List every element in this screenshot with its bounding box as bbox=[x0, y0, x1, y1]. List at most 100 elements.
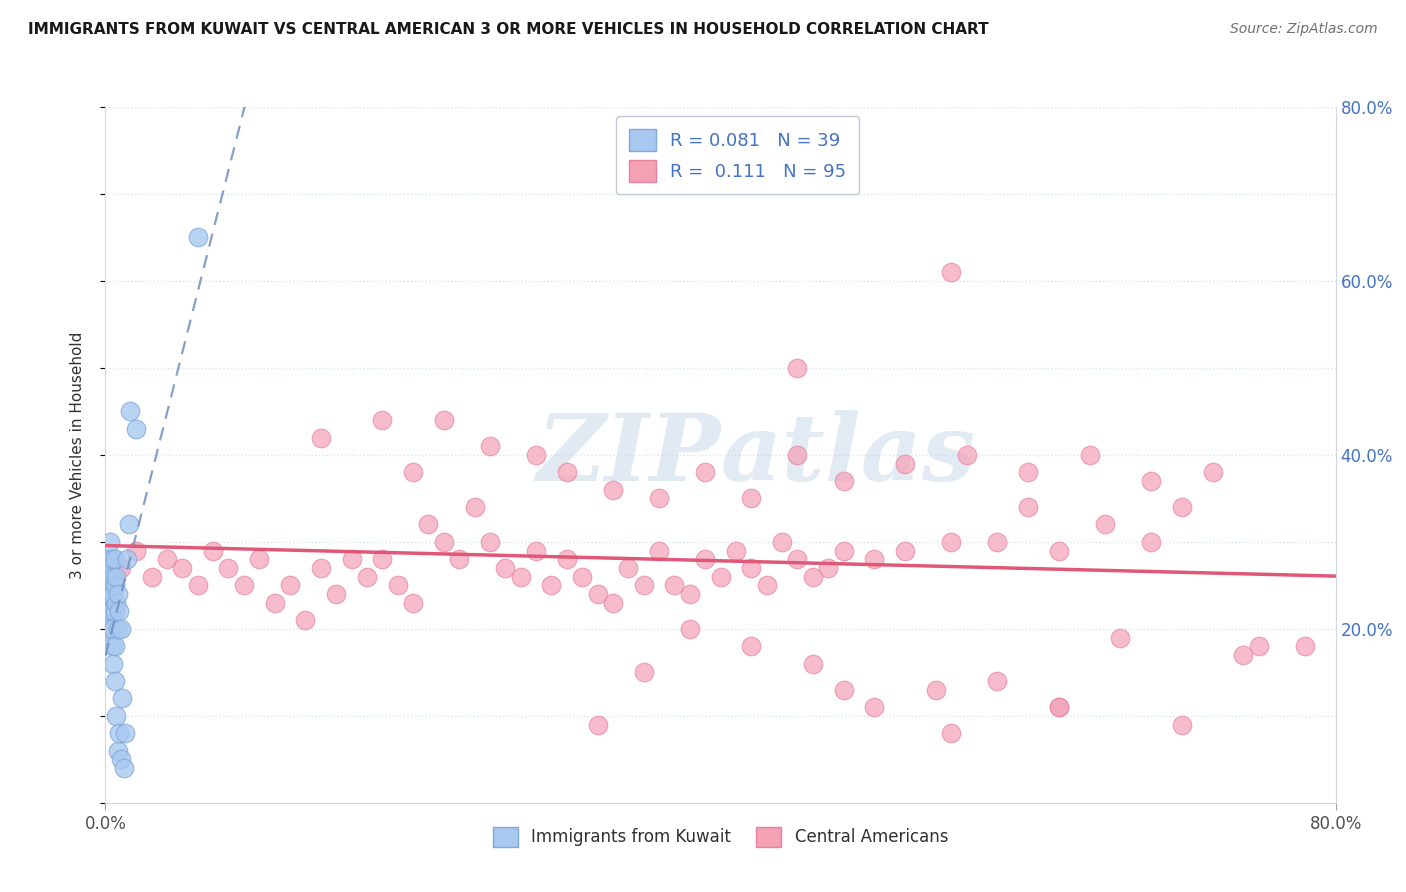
Point bbox=[1171, 500, 1194, 514]
Point bbox=[755, 578, 778, 592]
Point bbox=[105, 708, 128, 723]
Point bbox=[894, 457, 917, 471]
Point bbox=[100, 605, 122, 619]
Point bbox=[112, 761, 135, 775]
Point bbox=[786, 552, 808, 566]
Text: ZIP: ZIP bbox=[536, 410, 721, 500]
Point bbox=[101, 657, 124, 671]
Point bbox=[540, 578, 562, 592]
Point bbox=[1094, 517, 1116, 532]
Point bbox=[478, 439, 501, 453]
Point bbox=[187, 230, 209, 244]
Point bbox=[956, 448, 979, 462]
Point bbox=[1140, 534, 1163, 549]
Point bbox=[555, 552, 578, 566]
Text: atlas: atlas bbox=[721, 410, 976, 500]
Point bbox=[801, 570, 824, 584]
Point bbox=[1017, 500, 1039, 514]
Point bbox=[172, 561, 194, 575]
Point bbox=[371, 413, 394, 427]
Point bbox=[648, 543, 671, 558]
Point bbox=[100, 578, 122, 592]
Point bbox=[1078, 448, 1101, 462]
Point bbox=[232, 578, 254, 592]
Point bbox=[1201, 466, 1223, 480]
Point bbox=[555, 466, 578, 480]
Point bbox=[371, 552, 394, 566]
Point bbox=[894, 543, 917, 558]
Point bbox=[402, 596, 425, 610]
Point bbox=[104, 605, 127, 619]
Point bbox=[110, 752, 132, 766]
Point bbox=[586, 717, 609, 731]
Text: IMMIGRANTS FROM KUWAIT VS CENTRAL AMERICAN 3 OR MORE VEHICLES IN HOUSEHOLD CORRE: IMMIGRANTS FROM KUWAIT VS CENTRAL AMERIC… bbox=[28, 22, 988, 37]
Point bbox=[187, 578, 209, 592]
Point bbox=[509, 570, 531, 584]
Point bbox=[107, 622, 129, 636]
Point bbox=[1047, 700, 1070, 714]
Point bbox=[801, 657, 824, 671]
Point bbox=[294, 613, 316, 627]
Point bbox=[786, 448, 808, 462]
Point bbox=[309, 561, 332, 575]
Point bbox=[117, 517, 139, 532]
Point bbox=[571, 570, 593, 584]
Point bbox=[433, 413, 456, 427]
Point bbox=[863, 700, 886, 714]
Point bbox=[695, 466, 717, 480]
Y-axis label: 3 or more Vehicles in Household: 3 or more Vehicles in Household bbox=[70, 331, 84, 579]
Point bbox=[156, 552, 179, 566]
Point bbox=[101, 587, 124, 601]
Point bbox=[1247, 639, 1270, 653]
Point bbox=[108, 605, 131, 619]
Point bbox=[524, 543, 547, 558]
Point bbox=[524, 448, 547, 462]
Point bbox=[247, 552, 270, 566]
Point bbox=[108, 726, 131, 740]
Point bbox=[740, 639, 762, 653]
Point bbox=[449, 552, 471, 566]
Point bbox=[98, 587, 121, 601]
Point bbox=[107, 744, 129, 758]
Point bbox=[98, 534, 121, 549]
Point bbox=[98, 622, 121, 636]
Point bbox=[309, 431, 332, 445]
Point bbox=[724, 543, 747, 558]
Point bbox=[120, 404, 141, 418]
Point bbox=[1047, 700, 1070, 714]
Point bbox=[111, 691, 134, 706]
Point bbox=[941, 534, 963, 549]
Point bbox=[105, 596, 128, 610]
Point bbox=[1171, 717, 1194, 731]
Point bbox=[101, 570, 124, 584]
Point bbox=[633, 665, 655, 680]
Point bbox=[96, 570, 118, 584]
Point bbox=[325, 587, 347, 601]
Point bbox=[104, 674, 127, 689]
Point bbox=[679, 622, 702, 636]
Point bbox=[986, 674, 1008, 689]
Point bbox=[104, 578, 127, 592]
Point bbox=[107, 587, 129, 601]
Point bbox=[602, 483, 624, 497]
Point bbox=[110, 622, 132, 636]
Point bbox=[863, 552, 886, 566]
Text: Source: ZipAtlas.com: Source: ZipAtlas.com bbox=[1230, 22, 1378, 37]
Point bbox=[97, 605, 120, 619]
Point bbox=[710, 570, 733, 584]
Point bbox=[740, 561, 762, 575]
Point bbox=[402, 466, 425, 480]
Point bbox=[740, 491, 762, 506]
Point bbox=[664, 578, 686, 592]
Point bbox=[104, 639, 127, 653]
Point bbox=[832, 543, 855, 558]
Point bbox=[786, 360, 808, 375]
Point bbox=[105, 570, 128, 584]
Point bbox=[1232, 648, 1254, 662]
Point bbox=[617, 561, 640, 575]
Point bbox=[100, 639, 122, 653]
Point bbox=[387, 578, 409, 592]
Point bbox=[218, 561, 240, 575]
Point bbox=[832, 682, 855, 697]
Point bbox=[832, 474, 855, 488]
